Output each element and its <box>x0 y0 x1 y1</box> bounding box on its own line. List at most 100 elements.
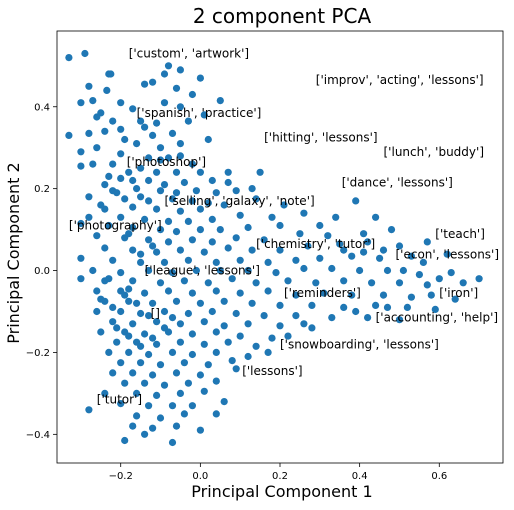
data-point <box>137 359 145 367</box>
data-point <box>160 70 169 78</box>
data-point <box>356 266 364 275</box>
data-point <box>149 242 157 250</box>
data-point <box>224 168 232 176</box>
data-point <box>364 238 372 246</box>
data-point <box>352 197 360 205</box>
y-tick-label: −0.4 <box>26 430 50 441</box>
data-point <box>379 246 388 254</box>
data-point <box>101 127 109 135</box>
data-point <box>109 369 117 377</box>
point-annotation: ['lunch', 'buddy'] <box>384 145 485 159</box>
point-annotation: [] <box>151 307 160 321</box>
data-point <box>168 195 177 203</box>
data-point <box>97 201 105 209</box>
data-point <box>121 291 129 299</box>
data-point <box>168 314 177 322</box>
point-annotation: ['custom', 'artwork'] <box>129 47 249 61</box>
data-point <box>176 152 184 160</box>
data-point <box>292 312 300 320</box>
data-point <box>395 242 404 250</box>
data-point <box>125 348 133 356</box>
data-point <box>459 279 467 287</box>
data-point <box>141 379 149 387</box>
data-point <box>129 223 137 232</box>
data-point <box>212 328 220 336</box>
data-point <box>172 84 181 92</box>
data-point <box>212 189 220 197</box>
data-point <box>188 289 196 297</box>
data-point <box>224 178 232 187</box>
data-point <box>93 307 101 316</box>
data-point <box>308 324 316 332</box>
point-annotation: ['league', 'lessons'] <box>145 264 260 278</box>
data-point <box>395 279 404 287</box>
data-point <box>475 275 483 283</box>
point-annotation: ['teach'] <box>435 227 485 241</box>
data-point <box>176 246 184 254</box>
data-point <box>208 176 216 185</box>
x-tick-label: 0.0 <box>192 471 208 482</box>
data-point <box>188 350 196 359</box>
data-point <box>244 266 252 275</box>
data-point <box>141 430 149 438</box>
data-point <box>113 338 121 346</box>
point-annotation: ['improv', 'acting', 'lessons'] <box>316 73 484 87</box>
data-point <box>196 299 204 307</box>
data-point <box>85 193 93 201</box>
data-point <box>280 201 288 209</box>
data-point <box>129 320 137 328</box>
data-point <box>153 248 161 256</box>
data-point <box>172 228 181 236</box>
data-point <box>204 279 212 287</box>
x-tick-label: 0.6 <box>431 471 447 482</box>
data-point <box>153 205 161 213</box>
data-point <box>180 178 188 187</box>
data-point <box>192 187 200 195</box>
data-point <box>117 307 125 316</box>
data-point <box>332 213 340 221</box>
data-point <box>348 252 356 260</box>
data-point <box>141 330 149 338</box>
data-point <box>184 117 192 125</box>
data-point <box>296 230 304 238</box>
data-point <box>93 144 101 152</box>
data-point <box>184 256 192 264</box>
data-point <box>105 275 113 283</box>
data-point <box>431 305 439 313</box>
data-point <box>105 221 113 230</box>
y-tick-label: 0.0 <box>34 266 50 277</box>
data-point <box>121 195 129 203</box>
data-point <box>77 99 85 107</box>
data-point <box>208 307 216 316</box>
data-point <box>137 250 145 258</box>
data-point <box>252 279 260 287</box>
data-point <box>145 197 153 205</box>
data-point <box>248 185 256 193</box>
data-point <box>196 74 204 82</box>
data-point <box>164 154 173 162</box>
data-point <box>103 86 111 94</box>
data-point <box>129 369 137 377</box>
data-point <box>188 160 196 168</box>
data-point <box>109 256 117 264</box>
data-point <box>160 307 169 316</box>
data-point <box>372 301 380 309</box>
data-point <box>352 307 360 316</box>
data-point <box>340 246 348 254</box>
data-point <box>188 236 196 244</box>
data-point <box>212 377 220 385</box>
data-point <box>93 113 101 121</box>
data-point <box>129 203 137 211</box>
data-point <box>360 248 368 256</box>
data-point <box>137 117 145 125</box>
data-point <box>137 258 145 266</box>
data-point <box>156 279 165 287</box>
data-point <box>340 303 348 311</box>
data-point <box>145 312 153 320</box>
data-point <box>443 250 451 258</box>
data-point <box>236 211 244 219</box>
data-point <box>204 135 212 144</box>
data-point <box>244 352 252 361</box>
data-point <box>204 199 212 207</box>
